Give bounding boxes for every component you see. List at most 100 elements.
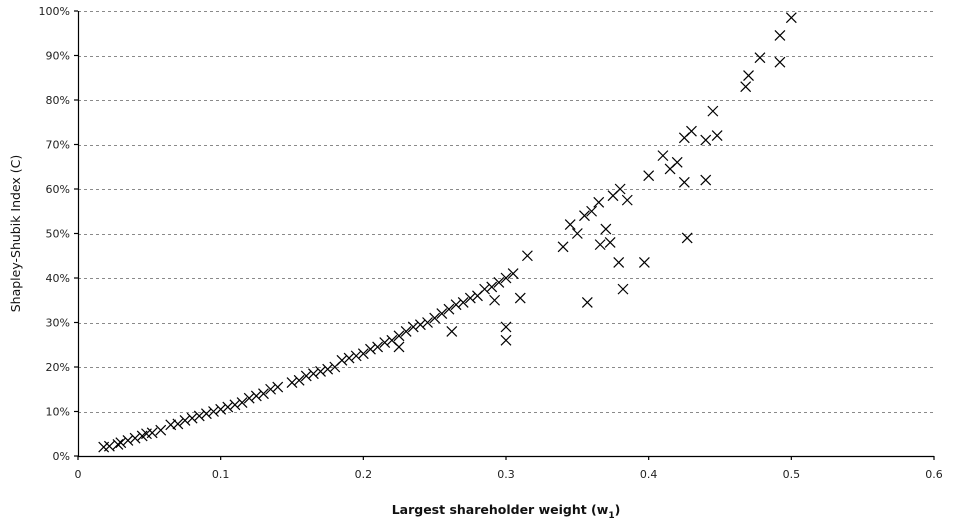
data-point (222, 401, 234, 413)
data-point (429, 312, 441, 324)
data-point (579, 210, 590, 222)
data-point (243, 392, 255, 404)
data-point (315, 366, 326, 377)
data-point (686, 125, 697, 137)
data-point (186, 412, 198, 424)
data-point (581, 297, 593, 308)
y-tick-label: 0% (53, 450, 70, 463)
data-point (103, 440, 115, 452)
data-point (450, 299, 462, 311)
x-tick-label: 0.5 (783, 468, 801, 481)
data-point (507, 268, 519, 279)
data-point (208, 406, 219, 417)
data-point (614, 183, 626, 195)
data-point (250, 390, 262, 402)
data-point (155, 424, 167, 436)
data-point (479, 283, 491, 295)
data-point (774, 30, 786, 41)
x-axis-title-suffix: ) (615, 502, 621, 517)
data-point (300, 370, 312, 382)
x-tick-label: 0.3 (497, 468, 515, 481)
data-point (681, 232, 693, 244)
data-point (564, 219, 576, 231)
x-tick-label: 0.2 (355, 468, 373, 481)
y-tick-label: 40% (46, 272, 70, 285)
x-axis-title: Largest shareholder weight (w1) (392, 502, 621, 521)
data-point (172, 418, 184, 430)
data-point (407, 321, 419, 333)
data-points (98, 12, 797, 453)
y-tick-label: 50% (46, 228, 70, 241)
x-tick-label: 0.6 (925, 468, 943, 481)
data-point (272, 381, 284, 393)
data-point (711, 130, 723, 142)
data-point (422, 317, 433, 328)
data-point (613, 257, 625, 268)
y-tick-label: 70% (46, 139, 70, 152)
data-point (493, 277, 505, 288)
data-point (557, 241, 569, 253)
y-tick-label: 90% (46, 50, 70, 63)
data-point (336, 354, 348, 366)
data-point (785, 12, 797, 24)
data-point (236, 397, 248, 409)
data-point (350, 350, 362, 362)
data-point (115, 437, 127, 449)
x-tick-label: 0.4 (640, 468, 658, 481)
data-point (657, 150, 669, 162)
axes (74, 10, 935, 460)
data-point (258, 388, 269, 400)
data-point (365, 343, 376, 355)
data-point (200, 408, 212, 420)
data-point (322, 363, 334, 375)
data-point (112, 439, 124, 450)
data-point (372, 341, 384, 353)
data-point (514, 292, 526, 304)
data-point (393, 341, 405, 353)
data-point (293, 374, 305, 386)
data-point (707, 105, 719, 117)
data-point (489, 294, 501, 306)
x-tick-label: 0.1 (212, 468, 230, 481)
data-point (379, 337, 391, 348)
data-point (229, 399, 241, 411)
data-point (500, 272, 512, 284)
x-axis-title-subscript: 1 (608, 511, 614, 521)
data-point (443, 303, 455, 315)
y-tick-label: 60% (46, 183, 70, 196)
data-point (700, 174, 712, 186)
tick-labels: 0% 10% 20% 30% 40% 50% 60% 70% 80% 90% 100% 0 0.1 0.2… (39, 5, 943, 481)
data-point (179, 414, 191, 426)
data-point (678, 176, 690, 188)
data-point (604, 236, 616, 248)
y-tick-label: 100% (39, 5, 70, 18)
data-point (464, 292, 476, 304)
data-point (621, 194, 633, 206)
data-point (436, 308, 448, 320)
y-tick-label: 10% (46, 406, 70, 419)
data-point (343, 352, 355, 364)
y-tick-label: 80% (46, 94, 70, 107)
data-point (754, 52, 766, 64)
x-axis-title-main: Largest shareholder weight (w (392, 502, 609, 517)
data-point (643, 170, 655, 182)
data-point (446, 325, 458, 337)
data-point (521, 250, 533, 262)
data-point (357, 348, 369, 360)
y-tick-label: 20% (46, 361, 70, 374)
data-point (586, 205, 598, 217)
data-point (600, 223, 612, 235)
data-point (146, 427, 158, 439)
data-point (571, 228, 583, 239)
y-axis-title: Shapley-Shubik Index (C) (8, 155, 23, 313)
data-point (740, 81, 752, 93)
data-point (486, 281, 498, 293)
data-point (617, 283, 629, 295)
data-point (671, 156, 683, 168)
data-point (393, 330, 405, 342)
data-point (122, 435, 134, 446)
data-point (215, 403, 227, 415)
data-point (700, 134, 712, 146)
